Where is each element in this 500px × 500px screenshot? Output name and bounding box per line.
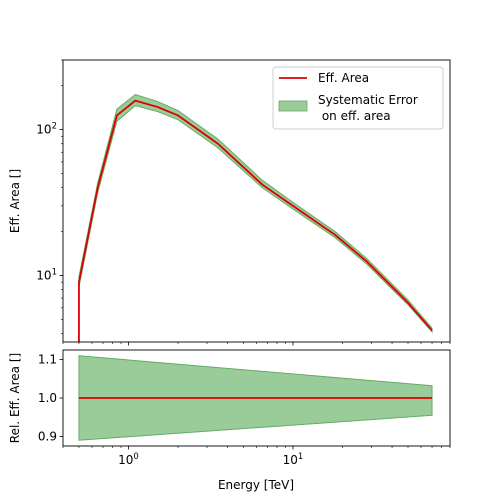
bottom-y-axis-label: Rel. Eff. Area [] xyxy=(8,353,22,443)
bottom-y-tick-label: 1.0 xyxy=(38,391,57,405)
legend-label-systematic-error-line2: on eff. area xyxy=(318,109,391,123)
legend-band-swatch xyxy=(278,100,308,112)
top-axis-ticks: 101 102 xyxy=(36,59,451,346)
bottom-axis-ticks: 100 101 0.9 1.0 1.1 xyxy=(38,353,451,467)
top-panel: 101 102 Eff. Area [] Eff. Area Systematic… xyxy=(8,59,451,346)
top-plot-area xyxy=(78,93,433,342)
top-y-tick-label: 102 xyxy=(36,122,57,137)
bottom-y-tick-label: 0.9 xyxy=(38,429,57,443)
top-y-axis-label: Eff. Area [] xyxy=(8,169,22,233)
top-y-tick-label: 101 xyxy=(36,267,57,282)
x-axis-label: Energy [TeV] xyxy=(218,478,294,492)
bottom-x-tick-label: 101 xyxy=(283,452,304,467)
top-eff-area-line xyxy=(78,99,433,342)
bottom-y-tick-label: 1.1 xyxy=(38,353,57,367)
bottom-x-tick-label: 100 xyxy=(118,452,139,467)
bottom-plot-area xyxy=(78,355,433,441)
bottom-panel: 100 101 0.9 1.0 1.1 Rel. Eff. Area [] Energy… xyxy=(8,349,451,492)
legend-label-systematic-error: Systematic Error xyxy=(318,93,418,107)
legend-label-eff-area: Eff. Area xyxy=(318,71,369,85)
legend-box xyxy=(272,66,444,130)
legend: Eff. Area Systematic Error on eff. area xyxy=(272,66,444,130)
